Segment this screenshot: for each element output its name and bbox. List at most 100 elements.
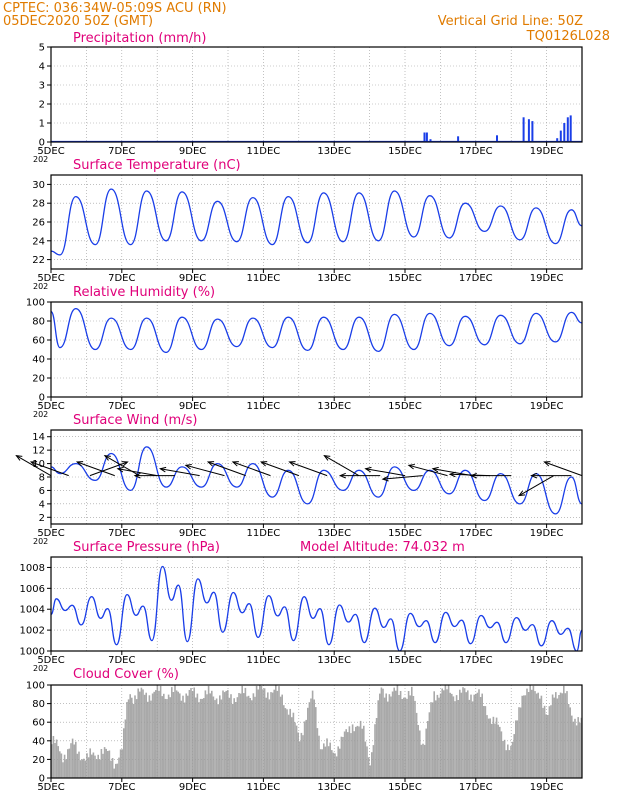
cloud-cover-bar	[147, 701, 149, 778]
cloud-cover-bar	[406, 698, 408, 778]
cloud-cover-bar	[244, 687, 247, 778]
cloud-cover-bar	[260, 686, 263, 778]
cloud-cover-bar	[206, 694, 208, 778]
cloud-cover-bar	[327, 746, 330, 778]
wind-vector	[323, 455, 360, 477]
temperature-frame	[50, 174, 583, 270]
wind-vector	[288, 461, 328, 477]
cloud-cover-bar	[299, 741, 301, 778]
x-tick-label: 11DEC	[247, 273, 281, 284]
cloud-cover-bar	[191, 691, 194, 778]
cloud-cover-bar	[399, 691, 402, 778]
cloud-cover-bar	[409, 695, 411, 778]
wind-vector-head	[260, 461, 268, 467]
cloud-cover-bar	[123, 728, 125, 778]
cloud-cover-bar	[563, 685, 565, 778]
cloud-cover-bar	[479, 697, 482, 778]
cloud-cover-bar	[239, 693, 242, 778]
header-date: 05DEC2020 50Z (GMT)	[3, 14, 153, 29]
header-run-code: TQ0126L028	[526, 29, 610, 44]
x-tick-label: 13DEC	[317, 528, 351, 539]
wind-vector	[184, 463, 225, 477]
cloud-cover-bar	[527, 692, 530, 778]
cloud-cover-bar	[515, 720, 517, 778]
y-tick-label: 14	[32, 432, 45, 443]
cloud-cover-bar	[508, 750, 511, 778]
wind-vector	[260, 461, 299, 477]
x-tick-label: 7DEC	[108, 528, 135, 539]
cloud-cover-bar	[249, 698, 251, 778]
cloud-cover-bar	[510, 746, 512, 778]
cloud-cover-bar	[63, 754, 66, 778]
x-tick-label: 15DEC	[388, 273, 422, 284]
cloud-cover-bar	[524, 695, 527, 778]
wind-vector-head	[288, 461, 296, 467]
cloud-cover-bar	[430, 702, 432, 778]
cloud-cover-bar	[420, 744, 423, 778]
cloud-cover-bar	[140, 687, 143, 778]
x-tick-label: 7DEC	[108, 273, 135, 284]
cloud-cover-bar	[116, 763, 119, 778]
cloud-cover-bar	[209, 693, 211, 778]
cloud-cover-bar	[478, 689, 480, 778]
wind-vector-shaft	[382, 475, 423, 480]
cloud-cover-bar	[263, 688, 266, 778]
cloud-cover-bar	[366, 746, 368, 778]
cloud-cover-bar	[75, 741, 77, 778]
precip-bar	[569, 115, 572, 142]
x-tick-label: 11DEC	[247, 401, 281, 412]
cloud-cover-bar	[457, 700, 459, 778]
wind-vector	[15, 455, 52, 477]
cloud-cover-bar	[423, 744, 426, 778]
cloud-cover-bar	[119, 749, 122, 778]
cloud-cover-bar	[84, 760, 87, 778]
precipitation-title: Precipitation (mm/h)	[73, 31, 206, 46]
cloud-cover-bar	[100, 749, 103, 778]
x-tick-label: 7DEC	[108, 146, 135, 157]
y-tick-label: 6	[39, 486, 45, 497]
cloud-cover-bar	[443, 690, 445, 778]
header-grid-note: Vertical Grid Line: 50Z	[438, 14, 583, 29]
cloud-cover-bar	[292, 712, 295, 778]
wind-vector-shaft	[185, 464, 225, 477]
x-tick-label: 7DEC	[108, 401, 135, 412]
precip-bar	[563, 123, 566, 142]
cloud-cover-bar	[358, 726, 360, 778]
x-tick-label: 17DEC	[459, 146, 493, 157]
cloud-cover-bar	[471, 701, 474, 778]
cloud-cover-bar	[79, 760, 82, 778]
cloud-cover-bar	[433, 691, 435, 778]
cloud-cover-bar	[111, 758, 114, 778]
cloud-cover-bar	[262, 689, 264, 778]
cloud-cover-bar	[427, 721, 429, 778]
wind-vector-head	[364, 466, 372, 473]
wind-vector-shaft	[261, 461, 299, 477]
cloud-cover-bar	[252, 693, 255, 778]
cloud-cover-bar	[291, 717, 293, 778]
y-tick-label: 60	[32, 718, 45, 729]
cloud-cover-bar	[294, 722, 296, 778]
cloud-cover-bar	[92, 752, 95, 778]
cloud-cover-bar	[310, 698, 312, 778]
cloud-cover-bar	[497, 724, 499, 778]
cloud-cover-bar	[566, 691, 568, 778]
cloud-cover-bar	[441, 688, 443, 778]
cloud-cover-bar	[201, 698, 203, 778]
cloud-cover-bar	[435, 700, 437, 778]
cloud-cover-frame	[50, 684, 583, 779]
wind-vector-shaft	[324, 455, 360, 477]
y-tick-label: 8	[39, 473, 45, 484]
cloud-cover-bar	[76, 753, 79, 778]
cloud-cover-bar	[233, 698, 235, 778]
cloud-cover-bar	[247, 695, 250, 778]
cloud-cover-bar	[99, 759, 101, 778]
cloud-cover-bar	[127, 699, 130, 778]
cloud-cover-bar	[553, 697, 555, 778]
cloud-cover-bar	[351, 724, 354, 778]
wind-vector-head	[469, 472, 477, 479]
x-tick-label: 7DEC	[108, 655, 135, 666]
x-tick-label: 5DEC	[37, 401, 64, 412]
cloud-cover-bar	[545, 714, 547, 778]
cloud-cover-bar	[254, 696, 256, 778]
pressure-title: Surface Pressure (hPa)	[73, 540, 220, 555]
